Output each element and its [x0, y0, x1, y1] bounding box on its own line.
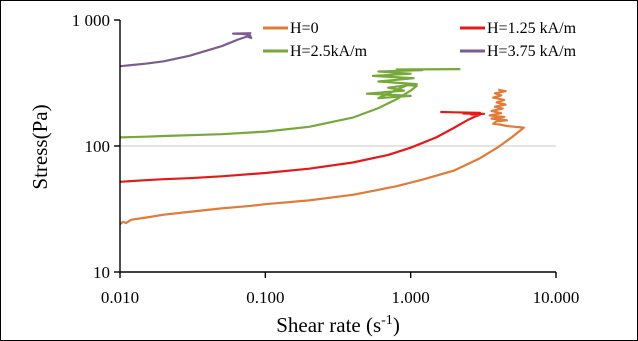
legend-label-3: H=2.5kA/m [290, 43, 368, 60]
x-tick-label-0: 0.010 [101, 288, 139, 307]
legend-label-4: H=3.75 kA/m [487, 43, 577, 60]
y-tick-label-0: 10 [93, 263, 110, 282]
series-line-4 [119, 32, 253, 68]
x-tick-label-3: 10.000 [533, 288, 580, 307]
x-tick-label-2: 1.000 [392, 288, 430, 307]
y-axis-label: Stress(Pa) [28, 104, 52, 189]
series-line-2 [119, 110, 486, 183]
legend-label-2: H=1.25 kA/m [487, 20, 577, 37]
x-axis-label: Shear rate (s-1) [276, 313, 400, 337]
y-tick-label-1: 100 [85, 137, 111, 156]
axes [114, 19, 557, 278]
x-tick-label-1: 0.100 [246, 288, 284, 307]
series-line-3 [119, 68, 461, 139]
series-line-1 [119, 88, 525, 225]
y-tick-label-2: 1 000 [72, 11, 110, 30]
legend-label-1: H=0 [290, 20, 319, 37]
series-layer [119, 32, 525, 225]
tick-labels: 10 100 1 000 0.010 0.100 1.000 10.000 [72, 11, 580, 307]
legend: H=0 H=1.25 kA/m H=2.5kA/m H=3.75 kA/m [263, 20, 577, 60]
